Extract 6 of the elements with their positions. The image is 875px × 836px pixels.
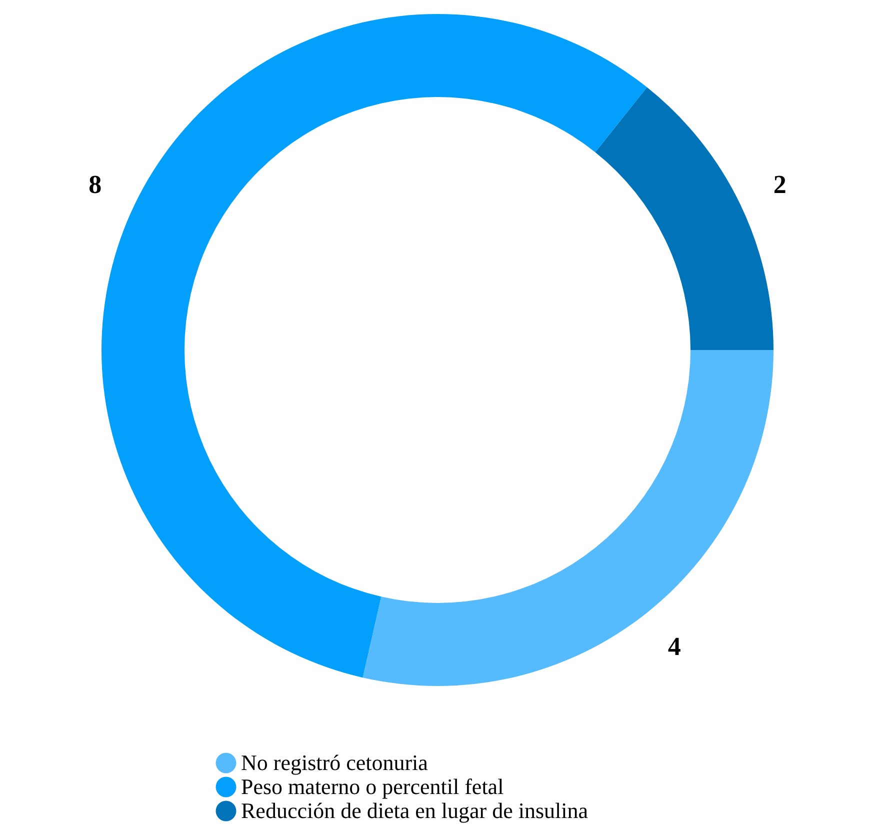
data-label: 4 [668,632,681,662]
legend-label: Peso materno o percentil fetal [241,774,504,799]
legend-label: Reducción de dieta en lugar de insulina [241,798,588,823]
legend-label: No registró cetonuria [241,750,428,775]
data-label: 2 [773,170,786,200]
data-label: 8 [88,170,102,200]
